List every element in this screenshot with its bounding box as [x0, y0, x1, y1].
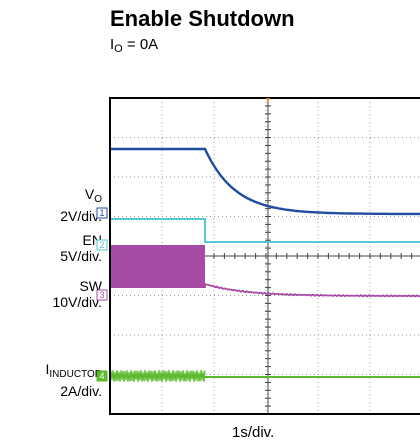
vo-trace — [110, 147, 420, 216]
sw-trace — [204, 282, 420, 298]
sw-switching-band — [110, 245, 205, 288]
channel-marker-1: 1 — [96, 207, 108, 219]
svg-text:1: 1 — [99, 208, 104, 218]
inductor-label: IINDUCTOR 2A/div. — [45, 361, 102, 399]
x-axis-label: 1s/div. — [232, 424, 275, 441]
channel-marker-3: 3 — [96, 289, 108, 301]
scope-traces — [110, 147, 420, 383]
svg-text:4: 4 — [99, 371, 104, 381]
vo-label: VO 2V/div. — [60, 186, 102, 224]
inductor-noise — [110, 369, 206, 383]
channel-marker-2: 2 — [96, 239, 108, 251]
chart-title: Enable Shutdown — [110, 6, 295, 31]
chart-subtitle: IO = 0A — [110, 36, 159, 55]
svg-text:3: 3 — [99, 290, 104, 300]
channel-marker-4: 4 — [96, 370, 108, 382]
en-trace — [110, 218, 420, 243]
trigger-marker — [266, 98, 270, 102]
sw-label: SW 10V/div. — [52, 278, 102, 310]
plot-frame — [109, 97, 420, 415]
svg-text:2: 2 — [99, 240, 104, 250]
